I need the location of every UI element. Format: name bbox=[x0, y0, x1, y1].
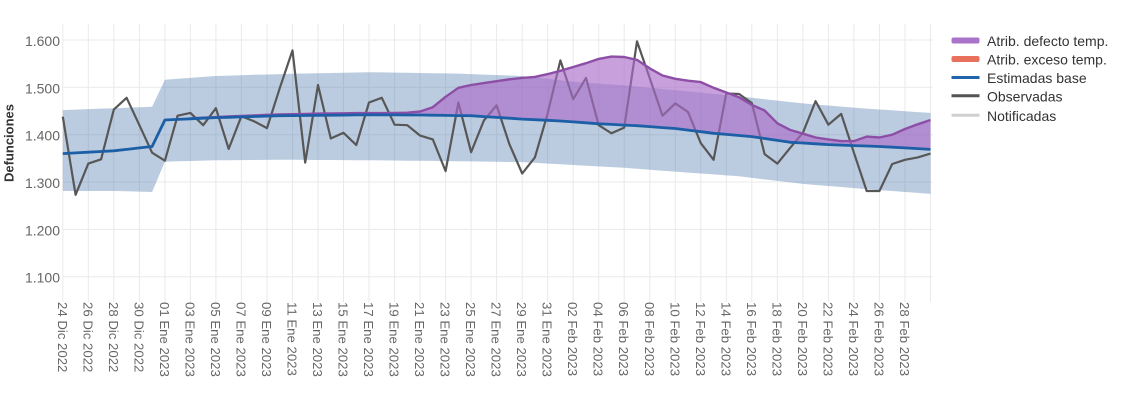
svg-text:31 Ene 2023: 31 Ene 2023 bbox=[540, 302, 555, 377]
svg-text:1.100: 1.100 bbox=[25, 270, 60, 286]
svg-text:28 Dic 2022: 28 Dic 2022 bbox=[106, 302, 121, 372]
svg-text:1.500: 1.500 bbox=[25, 80, 60, 96]
svg-text:21 Ene 2023: 21 Ene 2023 bbox=[412, 302, 427, 377]
svg-text:10 Feb 2023: 10 Feb 2023 bbox=[667, 302, 682, 376]
svg-text:07 Ene 2023: 07 Ene 2023 bbox=[233, 302, 248, 377]
svg-text:Atrib. defecto temp.: Atrib. defecto temp. bbox=[987, 33, 1108, 49]
svg-text:01 Ene 2023: 01 Ene 2023 bbox=[157, 302, 172, 377]
svg-text:26 Dic 2022: 26 Dic 2022 bbox=[80, 302, 95, 372]
svg-text:08 Feb 2023: 08 Feb 2023 bbox=[642, 302, 657, 376]
svg-text:1.200: 1.200 bbox=[25, 222, 60, 238]
svg-text:15 Ene 2023: 15 Ene 2023 bbox=[336, 302, 351, 377]
svg-text:09 Ene 2023: 09 Ene 2023 bbox=[259, 302, 274, 377]
svg-text:25 Ene 2023: 25 Ene 2023 bbox=[463, 302, 478, 377]
svg-text:13 Ene 2023: 13 Ene 2023 bbox=[310, 302, 325, 377]
svg-text:23 Ene 2023: 23 Ene 2023 bbox=[438, 302, 453, 377]
svg-text:22 Feb 2023: 22 Feb 2023 bbox=[820, 302, 835, 376]
svg-text:Defunciones: Defunciones bbox=[2, 104, 17, 182]
svg-text:06 Feb 2023: 06 Feb 2023 bbox=[616, 302, 631, 376]
svg-text:27 Ene 2023: 27 Ene 2023 bbox=[489, 302, 504, 377]
svg-text:Atrib. exceso temp.: Atrib. exceso temp. bbox=[987, 52, 1107, 68]
svg-text:28 Feb 2023: 28 Feb 2023 bbox=[897, 302, 912, 376]
svg-text:26 Feb 2023: 26 Feb 2023 bbox=[871, 302, 886, 376]
svg-text:16 Feb 2023: 16 Feb 2023 bbox=[744, 302, 759, 376]
svg-text:30 Dic 2022: 30 Dic 2022 bbox=[131, 302, 146, 372]
svg-text:02 Feb 2023: 02 Feb 2023 bbox=[565, 302, 580, 376]
svg-text:29 Ene 2023: 29 Ene 2023 bbox=[514, 302, 529, 377]
svg-text:11 Ene 2023: 11 Ene 2023 bbox=[285, 302, 300, 376]
svg-text:Observadas: Observadas bbox=[987, 88, 1062, 104]
svg-text:19 Ene 2023: 19 Ene 2023 bbox=[387, 302, 402, 377]
svg-text:1.300: 1.300 bbox=[25, 175, 60, 191]
svg-text:12 Feb 2023: 12 Feb 2023 bbox=[693, 302, 708, 376]
svg-text:20 Feb 2023: 20 Feb 2023 bbox=[795, 302, 810, 376]
svg-text:1.600: 1.600 bbox=[25, 33, 60, 49]
svg-text:24 Feb 2023: 24 Feb 2023 bbox=[846, 302, 861, 376]
svg-text:14 Feb 2023: 14 Feb 2023 bbox=[718, 302, 733, 376]
svg-text:17 Ene 2023: 17 Ene 2023 bbox=[361, 302, 376, 377]
svg-text:Estimadas base: Estimadas base bbox=[987, 70, 1087, 86]
svg-text:24 Dic 2022: 24 Dic 2022 bbox=[55, 302, 70, 372]
svg-text:18 Feb 2023: 18 Feb 2023 bbox=[769, 302, 784, 376]
svg-text:Notificadas: Notificadas bbox=[987, 108, 1056, 124]
svg-text:1.400: 1.400 bbox=[25, 128, 60, 144]
svg-text:03 Ene 2023: 03 Ene 2023 bbox=[182, 302, 197, 377]
svg-text:04 Feb 2023: 04 Feb 2023 bbox=[591, 302, 606, 376]
svg-text:05 Ene 2023: 05 Ene 2023 bbox=[208, 302, 223, 377]
